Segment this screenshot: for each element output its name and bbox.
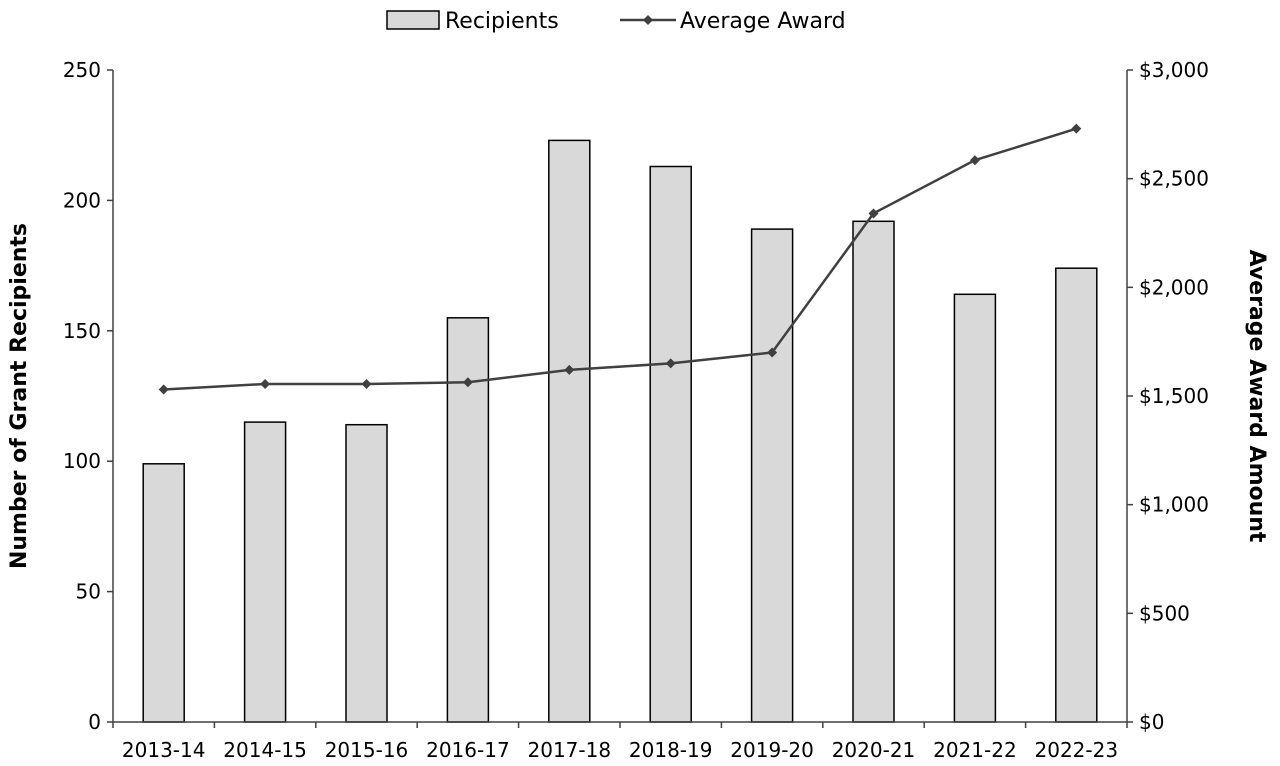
legend-swatch-recipients [386,10,440,30]
y2-axis-title: Average Award Amount [1244,250,1269,543]
average-award-point-2017-18 [564,364,575,375]
left-tick-label: 150 [63,319,101,343]
legend-marker-average-award [643,15,653,25]
x-tick-label: 2014-15 [223,738,307,762]
right-tick-label: $1,000 [1139,493,1209,517]
x-tick-label: 2017-18 [528,738,612,762]
left-tick-label: 200 [63,188,101,212]
left-tick-label: 50 [76,580,101,604]
average-award-point-2014-15 [260,379,271,390]
average-award-point-2018-19 [665,358,676,369]
x-tick-label: 2022-23 [1035,738,1119,762]
average-award-point-2021-22 [969,155,980,166]
bar-2018-19 [649,165,692,723]
average-award-line [163,127,1077,391]
bar-2015-16 [345,423,388,723]
axis-labels: 0 50 100 150 200 250 $0 $500 $1,000 $1,500 $2,000 $… [7,58,1269,762]
right-tick-label: $2,500 [1139,167,1209,191]
x-tick-label: 2019-20 [730,738,814,762]
axes [107,69,1133,728]
average-award-point-2020-21 [868,208,879,219]
bar-2013-14 [142,463,185,723]
right-tick-label: $1,500 [1139,384,1209,408]
bar-2021-22 [953,293,997,723]
x-tick-label: 2021-22 [933,738,1017,762]
left-tick-label: 0 [88,710,101,734]
line-series-average-award [158,123,1082,395]
bar-2022-23 [1055,267,1098,723]
legend-label-average-award: Average Award [680,9,846,34]
y-axis-title: Number of Grant Recipients [7,223,32,569]
bar-2017-18 [548,139,591,723]
average-award-point-2013-14 [158,384,169,395]
average-award-point-2015-16 [361,379,372,390]
average-award-point-2019-20 [767,347,778,358]
x-tick-label: 2015-16 [325,738,409,762]
legend: Recipients Average Award [386,9,846,34]
x-tick-label: 2016-17 [426,738,510,762]
bar-series-recipients [142,139,1098,723]
bar-2019-20 [750,228,794,723]
right-tick-label: $2,000 [1139,275,1209,299]
right-tick-label: $0 [1139,710,1164,734]
left-tick-label: 100 [63,449,101,473]
bar-2020-21 [852,220,895,723]
x-tick-label: 2018-19 [629,738,713,762]
right-tick-label: $500 [1139,601,1190,625]
bar-2014-15 [243,421,287,723]
legend-label-recipients: Recipients [445,9,559,34]
x-tick-label: 2020-21 [832,738,916,762]
average-award-point-2016-17 [462,377,473,388]
x-tick-label: 2013-14 [122,738,206,762]
average-award-point-2022-23 [1071,123,1082,134]
left-tick-label: 250 [63,58,101,82]
right-tick-label: $3,000 [1139,58,1209,82]
